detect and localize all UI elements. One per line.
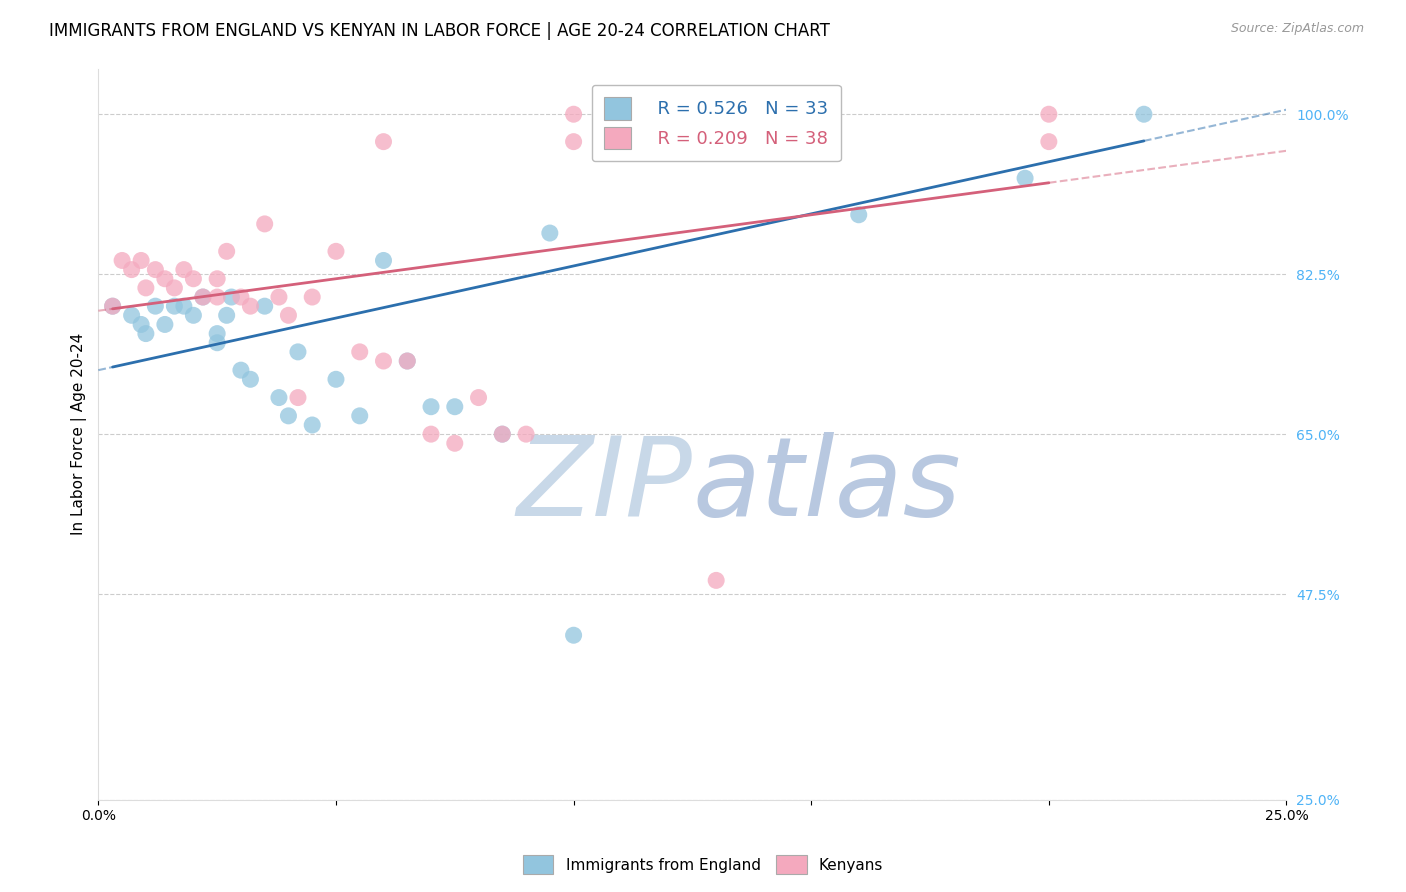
Point: [191, 290, 214, 304]
Point: [253, 299, 276, 313]
Point: [239, 372, 262, 386]
Point: [267, 391, 290, 405]
Point: [396, 354, 419, 368]
Point: [420, 400, 443, 414]
Point: [1133, 107, 1156, 121]
Point: [1038, 107, 1060, 121]
Point: [538, 226, 561, 240]
Legend: Immigrants from England, Kenyans: Immigrants from England, Kenyans: [517, 849, 889, 880]
Point: [205, 326, 228, 341]
Point: [443, 436, 465, 450]
Point: [121, 262, 143, 277]
Point: [121, 308, 143, 322]
Point: [301, 290, 323, 304]
Point: [215, 308, 238, 322]
Point: [373, 253, 395, 268]
Point: [229, 290, 252, 304]
Point: [153, 272, 176, 286]
Point: [267, 290, 290, 304]
Point: [111, 253, 134, 268]
Text: Source: ZipAtlas.com: Source: ZipAtlas.com: [1230, 22, 1364, 36]
Point: [287, 344, 309, 359]
Y-axis label: In Labor Force | Age 20-24: In Labor Force | Age 20-24: [72, 333, 87, 535]
Point: [562, 135, 585, 149]
Point: [129, 318, 152, 332]
Point: [183, 308, 205, 322]
Point: [129, 253, 152, 268]
Point: [443, 400, 465, 414]
Point: [229, 363, 252, 377]
Point: [658, 107, 681, 121]
Point: [101, 299, 124, 313]
Point: [135, 281, 157, 295]
Point: [163, 299, 186, 313]
Point: [135, 326, 157, 341]
Point: [153, 318, 176, 332]
Point: [101, 299, 124, 313]
Point: [163, 281, 186, 295]
Point: [562, 107, 585, 121]
Point: [205, 290, 228, 304]
Point: [349, 409, 371, 423]
Point: [221, 290, 243, 304]
Point: [253, 217, 276, 231]
Point: [183, 272, 205, 286]
Point: [191, 290, 214, 304]
Point: [145, 262, 167, 277]
Legend:   R = 0.526   N = 33,   R = 0.209   N = 38: R = 0.526 N = 33, R = 0.209 N = 38: [592, 85, 841, 161]
Point: [349, 344, 371, 359]
Point: [277, 409, 299, 423]
Point: [215, 244, 238, 259]
Point: [373, 135, 395, 149]
Point: [173, 262, 195, 277]
Point: [145, 299, 167, 313]
Text: ZIP: ZIP: [516, 432, 692, 539]
Point: [396, 354, 419, 368]
Point: [562, 628, 585, 642]
Point: [515, 427, 537, 442]
Point: [848, 208, 870, 222]
Point: [704, 574, 727, 588]
Point: [325, 244, 347, 259]
Point: [301, 417, 323, 432]
Point: [1014, 171, 1036, 186]
Point: [467, 391, 489, 405]
Point: [287, 391, 309, 405]
Text: atlas: atlas: [692, 432, 962, 539]
Point: [239, 299, 262, 313]
Point: [491, 427, 513, 442]
Point: [420, 427, 443, 442]
Point: [1038, 135, 1060, 149]
Point: [277, 308, 299, 322]
Point: [325, 372, 347, 386]
Text: IMMIGRANTS FROM ENGLAND VS KENYAN IN LABOR FORCE | AGE 20-24 CORRELATION CHART: IMMIGRANTS FROM ENGLAND VS KENYAN IN LAB…: [49, 22, 830, 40]
Point: [173, 299, 195, 313]
Point: [491, 427, 513, 442]
Point: [205, 335, 228, 350]
Point: [728, 107, 751, 121]
Point: [373, 354, 395, 368]
Point: [205, 272, 228, 286]
